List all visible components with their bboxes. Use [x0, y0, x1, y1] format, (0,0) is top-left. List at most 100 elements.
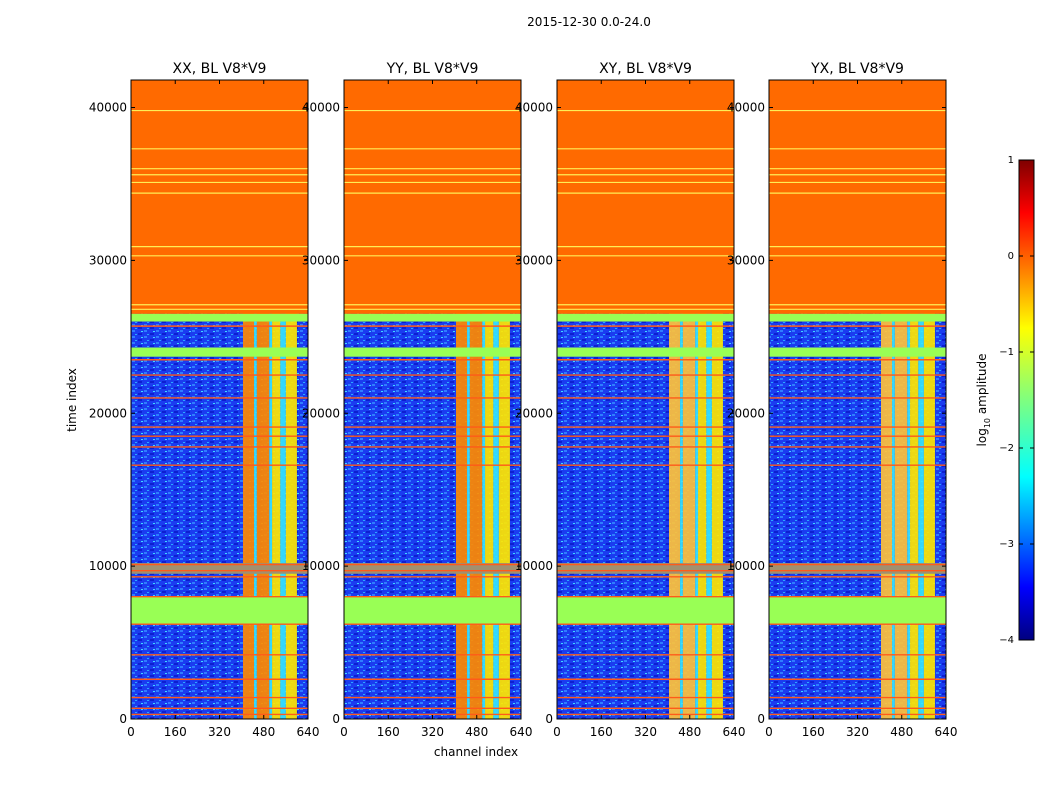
y-tick-label: 0: [332, 712, 340, 726]
x-tick-label: 640: [935, 725, 958, 739]
y-tick-label: 0: [119, 712, 127, 726]
y-tick-label: 10000: [89, 559, 127, 573]
bright-column: [706, 80, 712, 719]
y-tick-label: 10000: [727, 559, 765, 573]
x-tick-label: 320: [208, 725, 231, 739]
row-band-grey: [131, 563, 308, 574]
bright-column: [485, 80, 494, 719]
x-tick-label: 320: [421, 725, 444, 739]
x-tick-label: 480: [465, 725, 488, 739]
bright-column: [669, 80, 681, 719]
panel-title: YX, BL V8*V9: [810, 61, 904, 77]
bright-column: [918, 80, 924, 719]
x-tick-label: 480: [252, 725, 275, 739]
y-tick-label: 10000: [515, 559, 553, 573]
x-tick-label: 160: [164, 725, 187, 739]
row-band-flag_green: [131, 347, 308, 357]
y-axis-label: time index: [65, 368, 79, 432]
bright-column: [923, 80, 935, 719]
x-tick-label: 480: [678, 725, 701, 739]
colorbar-tick-label: −2: [999, 443, 1014, 454]
x-tick-label: 640: [297, 725, 320, 739]
bright-column: [698, 80, 707, 719]
y-tick-label: 30000: [515, 253, 553, 267]
figure-suptitle: 2015-12-30 0.0-24.0: [527, 15, 651, 29]
y-tick-label: 30000: [89, 253, 127, 267]
row-band-flag_green: [344, 313, 521, 322]
bright-column: [456, 80, 468, 719]
row-band-flag_green: [557, 313, 734, 322]
y-tick-label: 40000: [515, 101, 553, 115]
colorbar-tick-label: 0: [1008, 251, 1014, 262]
panel-1: XX, BL V8*V9 0 160 320 480 640 0 10000 20000 3000…: [89, 61, 320, 739]
panel-title: XX, BL V8*V9: [173, 61, 267, 77]
bright-column: [498, 80, 510, 719]
x-axis-label: channel index: [434, 745, 518, 759]
row-band-flag_green: [769, 347, 946, 357]
bright-column: [467, 80, 470, 719]
x-tick-label: 0: [553, 725, 561, 739]
y-tick-label: 0: [757, 712, 765, 726]
bright-column: [711, 80, 723, 719]
row-band-flag_green: [557, 347, 734, 357]
y-tick-label: 20000: [727, 406, 765, 420]
panel-2: YY, BL V8*V9 0 160 320 480 640 0 10000 20000 3000…: [302, 61, 533, 739]
panel-3: XY, BL V8*V9 0 160 320 480 640 0 10000 20000 3000…: [515, 61, 746, 739]
x-tick-label: 160: [802, 725, 825, 739]
row-band-flag_green: [557, 596, 734, 625]
y-tick-label: 0: [545, 712, 553, 726]
y-tick-label: 20000: [515, 406, 553, 420]
colorbar-label: log10 amplitude: [975, 354, 992, 447]
bright-column: [272, 80, 281, 719]
row-band-flag_green: [769, 313, 946, 322]
bright-column: [482, 80, 486, 719]
panel-title: YY, BL V8*V9: [386, 61, 479, 77]
colorbar: 1 0 −1 −2 −3 −4 log10 amplitude: [975, 155, 1035, 646]
bright-column: [910, 80, 919, 719]
x-tick-label: 320: [634, 725, 657, 739]
row-band-flag_orange: [131, 80, 308, 314]
x-tick-label: 480: [890, 725, 913, 739]
y-tick-label: 20000: [302, 406, 340, 420]
row-band-flag_orange: [344, 80, 521, 314]
x-tick-label: 320: [846, 725, 869, 739]
colorbar-tick-label: −1: [999, 347, 1014, 358]
bright-column: [280, 80, 286, 719]
row-band-flag_green: [131, 313, 308, 322]
row-band-flag_green: [131, 596, 308, 625]
y-tick-label: 40000: [727, 101, 765, 115]
y-tick-label: 10000: [302, 559, 340, 573]
y-tick-label: 40000: [302, 101, 340, 115]
row-band-grey: [344, 563, 521, 574]
bright-column: [243, 80, 255, 719]
x-tick-label: 0: [340, 725, 348, 739]
row-band-flag_green: [769, 596, 946, 625]
bright-column: [680, 80, 683, 719]
row-band-flag_green: [344, 596, 521, 625]
bright-column: [493, 80, 499, 719]
bright-column: [892, 80, 895, 719]
row-band-flag_orange: [557, 80, 734, 314]
row-band-grey: [769, 563, 946, 574]
row-band-flag_orange: [769, 80, 946, 314]
x-tick-label: 0: [765, 725, 773, 739]
bright-column: [254, 80, 257, 719]
bright-column: [695, 80, 699, 719]
row-band-flag_green: [344, 347, 521, 357]
x-tick-label: 0: [127, 725, 135, 739]
panel-4: YX, BL V8*V9 0 160 320 480 640 0 10000 20000 3000…: [727, 61, 958, 739]
y-tick-label: 20000: [89, 406, 127, 420]
row-band-grey: [557, 563, 734, 574]
colorbar-tick-label: −4: [999, 635, 1014, 646]
x-tick-label: 640: [510, 725, 533, 739]
colorbar-gradient: [1018, 159, 1035, 641]
panel-title: XY, BL V8*V9: [599, 61, 692, 77]
bright-column: [269, 80, 273, 719]
bright-column: [881, 80, 893, 719]
bright-column: [285, 80, 297, 719]
y-tick-label: 30000: [302, 253, 340, 267]
colorbar-tick-label: 1: [1008, 155, 1014, 166]
x-tick-label: 640: [723, 725, 746, 739]
y-tick-label: 30000: [727, 253, 765, 267]
